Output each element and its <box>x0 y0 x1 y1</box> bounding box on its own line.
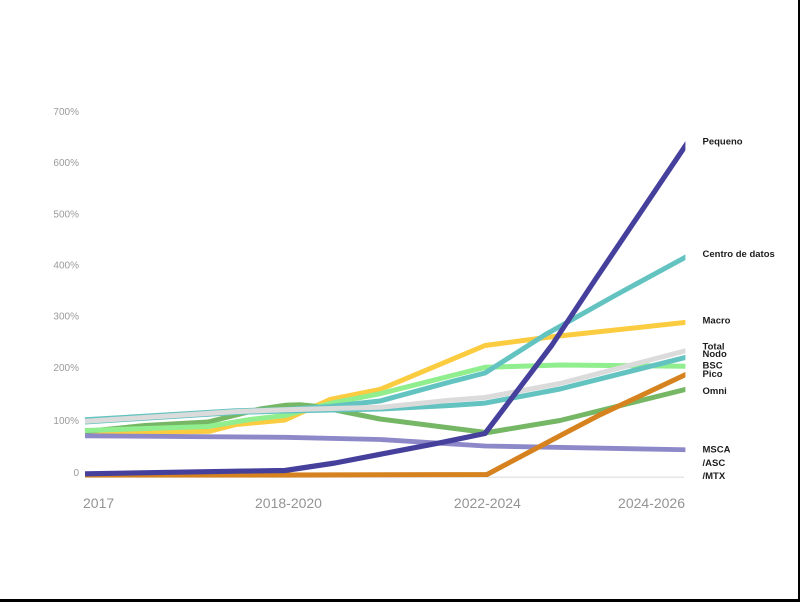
svg-text:100%: 100% <box>53 416 79 427</box>
svg-text:BSC: BSC <box>703 361 723 372</box>
svg-text:2022-2024: 2022-2024 <box>454 495 521 511</box>
svg-text:Pico: Pico <box>703 369 723 380</box>
svg-text:500%: 500% <box>53 209 79 220</box>
svg-text:2018-2020: 2018-2020 <box>255 495 322 511</box>
svg-text:/ASC: /ASC <box>703 458 726 469</box>
svg-text:2024-2026: 2024-2026 <box>618 495 685 511</box>
svg-text:400%: 400% <box>53 261 79 272</box>
svg-text:/MTX: /MTX <box>703 471 726 482</box>
svg-text:600%: 600% <box>53 158 79 169</box>
svg-text:Nodo: Nodo <box>703 349 727 360</box>
svg-text:Centro de datos: Centro de datos <box>703 249 775 260</box>
svg-text:300%: 300% <box>53 312 79 323</box>
svg-text:2017: 2017 <box>83 495 114 511</box>
svg-text:Pequeno: Pequeno <box>703 137 743 148</box>
svg-text:200%: 200% <box>53 363 79 374</box>
svg-text:MSCA: MSCA <box>703 445 731 456</box>
svg-text:Macro: Macro <box>703 316 731 327</box>
svg-text:0: 0 <box>73 468 79 479</box>
svg-text:Total: Total <box>703 342 725 353</box>
svg-text:Omni: Omni <box>703 386 727 397</box>
svg-text:700%: 700% <box>53 107 79 118</box>
